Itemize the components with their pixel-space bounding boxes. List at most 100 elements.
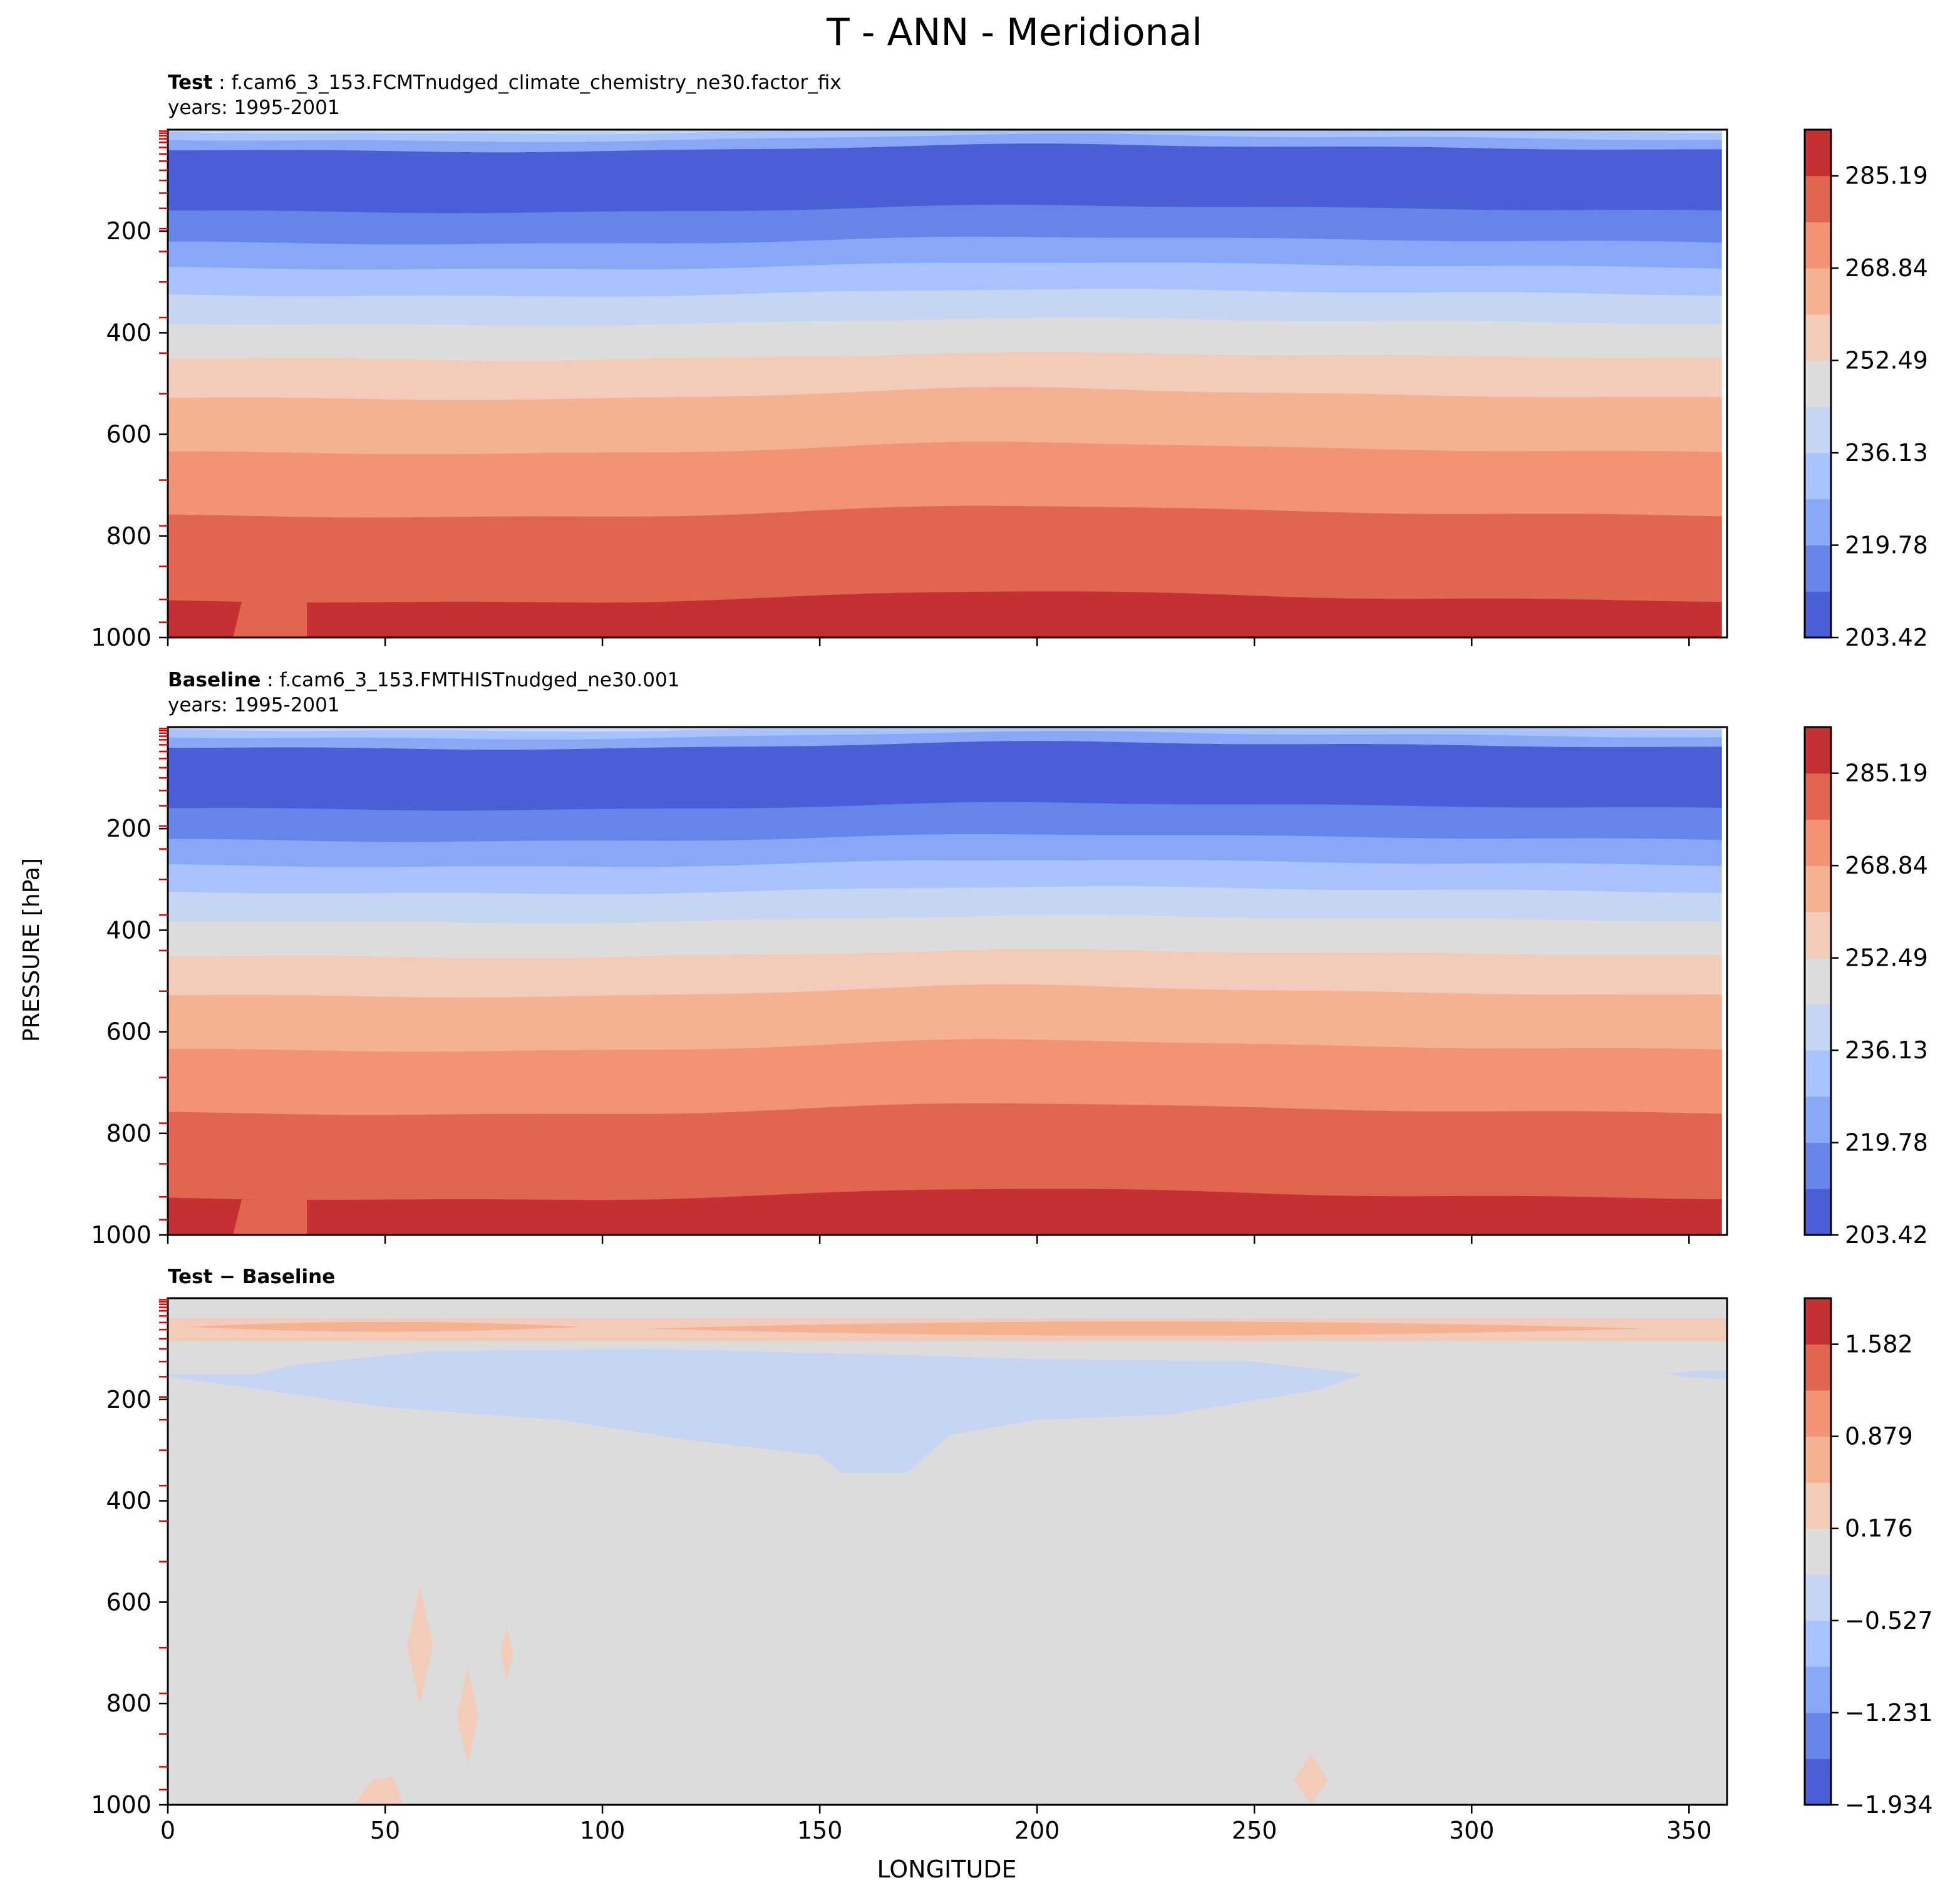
panel-baseline-case-name: f.cam6_3_153.FMTHISTnudged_ne30.001 (280, 669, 680, 691)
orography-notch (233, 1199, 307, 1235)
panel-baseline-years: years: 1995-2001 (168, 694, 340, 716)
temperature-band (168, 143, 1722, 214)
colorbar-segment (1805, 1004, 1831, 1051)
panel-test-label: Test : f.cam6_3_153.FCMTnudged_climate_c… (168, 71, 842, 94)
colorbar-tick-label: −0.527 (1845, 1607, 1933, 1634)
colorbar-segment (1805, 1189, 1831, 1236)
y-tick-label: 800 (106, 1120, 152, 1147)
colorbar-segment (1805, 865, 1831, 912)
y-tick-label: 400 (106, 319, 152, 346)
plot-frame (167, 726, 1728, 1236)
temperature-band (168, 1189, 1722, 1235)
colorbar-tick-label: 0.176 (1845, 1515, 1913, 1542)
warm-spike (456, 1668, 479, 1765)
warm-spike (406, 1587, 433, 1704)
warm-lens (189, 1321, 581, 1332)
warm-spike (500, 1627, 513, 1678)
colorbar-segment (1805, 222, 1831, 269)
panel-baseline-plot: 200 400 600 800 1000 (91, 726, 1728, 1249)
plot-frame (167, 128, 1728, 639)
colorbar-frame (1803, 1297, 1832, 1806)
y-tick-label: 600 (106, 421, 152, 448)
colorbar-segment (1805, 498, 1831, 546)
colorbar-segment (1805, 130, 1831, 177)
y-tick-label: 1000 (91, 1791, 152, 1819)
difference-field (168, 1298, 1727, 1805)
colorbar-tick-label: 252.49 (1845, 347, 1928, 374)
colorbar-segment (1805, 406, 1831, 453)
x-tick-label: 150 (797, 1817, 843, 1844)
colorbar-tick-label: 219.78 (1845, 1129, 1928, 1157)
colorbar-segment (1805, 1620, 1831, 1667)
cool-region-east (1667, 1370, 1727, 1379)
panel-test-years: years: 1995-2001 (168, 96, 340, 119)
colorbar-segment (1805, 1482, 1831, 1529)
panel-test-label-sep: : (212, 71, 231, 94)
y-tick-label: 600 (106, 1018, 152, 1046)
cool-region (168, 1348, 1363, 1474)
colorbar-segment (1805, 1142, 1831, 1189)
colorbar-segment (1805, 175, 1831, 222)
temperature-band (168, 741, 1722, 812)
colorbar-segment (1805, 1436, 1831, 1483)
colorbar-tick-label: 236.13 (1845, 439, 1928, 467)
colorbar-segment (1805, 1712, 1831, 1759)
colorbar-segment (1805, 314, 1831, 361)
colorbar-frame (1803, 726, 1832, 1236)
colorbar-segment (1805, 1528, 1831, 1575)
x-tick-label: 300 (1449, 1817, 1495, 1844)
y-tick-label: 200 (106, 1386, 152, 1413)
panel-difference-plot: 200 400 600 800 1000 0 50 100 150 200 250 300 350 (91, 1297, 1728, 1844)
temperature-band (168, 1103, 1722, 1201)
colorbar-segment (1805, 1574, 1831, 1621)
colorbar-tick-label: 285.19 (1845, 162, 1928, 190)
colorbar-segment (1805, 1390, 1831, 1437)
colorbar-segment (1805, 268, 1831, 315)
colorbar-tick-label: −1.934 (1845, 1791, 1933, 1819)
colorbar-tick-label: 268.84 (1845, 254, 1928, 282)
colorbar-tick-label: 219.78 (1845, 532, 1928, 559)
colorbar-segment (1805, 727, 1831, 774)
colorbar-segment (1805, 360, 1831, 407)
colorbar-segment (1805, 591, 1831, 638)
warm-spike (1293, 1754, 1329, 1805)
panel-test-plot: 200 400 600 800 1000 (91, 128, 1728, 651)
panel-difference: Test − Baseline 200 400 600 800 1000 0 50 100 15… (91, 1266, 1932, 1844)
temperature-band (168, 505, 1722, 604)
panel-baseline-label: Baseline : f.cam6_3_153.FMTHISTnudged_ne… (168, 669, 679, 691)
x-axis-label: LONGITUDE (877, 1856, 1016, 1883)
colorbar-segment (1805, 819, 1831, 866)
panel-baseline-colorbar: 285.19 268.84 252.49 236.13 219.78 203.42 (1803, 726, 1928, 1249)
figure-title: T - ANN - Meridional (826, 11, 1202, 54)
panel-baseline: Baseline : f.cam6_3_153.FMTHISTnudged_ne… (91, 669, 1928, 1249)
colorbar-segment (1805, 773, 1831, 820)
y-tick-label: 200 (106, 217, 152, 245)
y-tick-label: 1000 (91, 624, 152, 651)
colorbar-segment (1805, 1096, 1831, 1144)
colorbar-tick-label: 268.84 (1845, 852, 1928, 879)
x-tick-label: 350 (1666, 1817, 1712, 1844)
y-tick-label: 400 (106, 1487, 152, 1515)
orography-notch (233, 602, 307, 638)
colorbar-tick-label: 203.42 (1845, 1221, 1928, 1249)
colorbar-segment (1805, 1666, 1831, 1713)
x-tick-label: 250 (1232, 1817, 1277, 1844)
colorbar-segment (1805, 545, 1831, 592)
colorbar-segment (1805, 453, 1831, 500)
y-tick-label: 800 (106, 1690, 152, 1717)
colorbar-segment (1805, 1050, 1831, 1097)
colorbar-tick-label: 285.19 (1845, 760, 1928, 787)
warm-lens (646, 1321, 1646, 1336)
panel-test-case-name: f.cam6_3_153.FCMTnudged_climate_chemistr… (231, 71, 841, 94)
colorbar-tick-label: 1.582 (1845, 1331, 1913, 1358)
plot-frame (167, 1297, 1728, 1806)
colorbar-segment (1805, 1298, 1831, 1345)
panel-baseline-label-bold: Baseline (168, 669, 260, 691)
panel-test: Test : f.cam6_3_153.FCMTnudged_climate_c… (91, 71, 1928, 651)
colorbar-segment (1805, 911, 1831, 959)
colorbar-segment (1805, 1344, 1831, 1391)
colorbar-tick-label: 0.879 (1845, 1423, 1913, 1450)
y-tick-label: 800 (106, 522, 152, 550)
x-tick-label: 0 (160, 1817, 175, 1844)
colorbar-tick-label: 203.42 (1845, 624, 1928, 651)
